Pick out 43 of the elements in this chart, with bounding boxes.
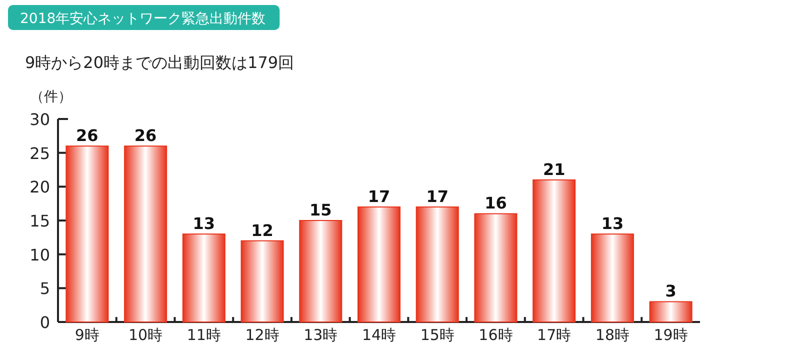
- data-label: 3: [665, 282, 676, 301]
- chart-subtitle: 9時から20時までの出動回数は179回: [25, 53, 294, 72]
- bar: [649, 301, 692, 322]
- x-tick-label: 9時: [74, 326, 100, 344]
- bar: [124, 146, 168, 322]
- chart-title: 2018年安心ネットワーク緊急出動件数: [20, 11, 266, 27]
- y-tick-label: 25: [30, 144, 50, 163]
- bar: [299, 220, 342, 322]
- data-label: 13: [601, 214, 624, 234]
- data-label: 15: [310, 200, 332, 220]
- data-label: 17: [368, 186, 390, 206]
- y-tick-label: 0: [40, 313, 50, 332]
- x-tick-label: 15時: [420, 326, 454, 344]
- bar: [474, 213, 518, 322]
- x-tick-label: 10時: [128, 326, 163, 344]
- y-tick-label: 20: [30, 178, 50, 197]
- bar: [357, 206, 401, 322]
- y-tick-label: 15: [30, 212, 50, 230]
- x-tick-label: 13時: [304, 326, 338, 344]
- bar: [240, 240, 284, 322]
- x-tick-label: 18時: [595, 326, 630, 344]
- y-tick-label: 10: [30, 245, 50, 264]
- data-label: 13: [192, 214, 216, 234]
- bar: [416, 206, 459, 322]
- bar: [532, 179, 576, 322]
- data-label: 26: [76, 126, 98, 146]
- x-tick-label: 12時: [245, 326, 280, 344]
- data-label: 12: [251, 220, 274, 240]
- bar: [66, 146, 109, 322]
- x-tick-label: 19時: [654, 326, 688, 344]
- bar: [590, 234, 634, 322]
- x-tick-label: 16時: [478, 326, 513, 344]
- x-tick-label: 14時: [362, 326, 396, 344]
- bar: [182, 234, 226, 322]
- y-axis-title: （件）: [30, 89, 72, 105]
- x-tick-label: 11時: [186, 326, 221, 344]
- y-tick-label: 30: [30, 110, 50, 129]
- data-label: 21: [542, 160, 566, 179]
- data-label: 16: [484, 194, 507, 213]
- y-tick-label: 5: [40, 279, 50, 298]
- data-label: 26: [134, 126, 157, 146]
- x-tick-label: 17時: [537, 326, 572, 344]
- data-label: 17: [426, 186, 448, 206]
